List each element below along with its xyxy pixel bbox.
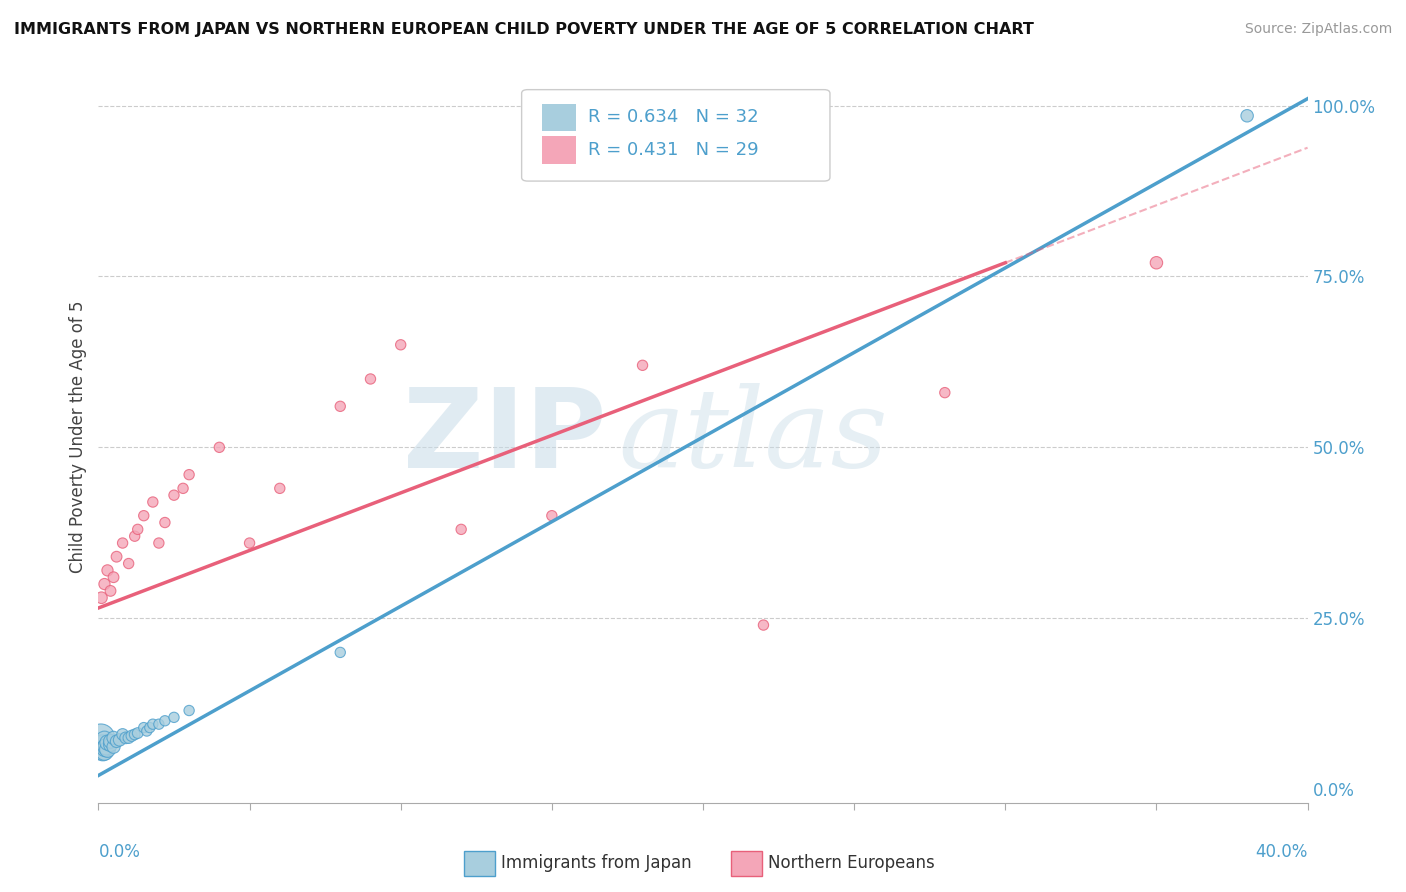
Point (269, 481, 291, 495)
Point (239, 536, 262, 550)
Point (142, 717, 165, 731)
Point (139, 721, 162, 735)
Point (121, 729, 143, 743)
Point (132, 508, 155, 523)
Point (132, 721, 155, 735)
Point (142, 495, 165, 509)
Text: 40.0%: 40.0% (1256, 843, 1308, 861)
Point (135, 724, 157, 739)
Text: R = 0.634   N = 32: R = 0.634 N = 32 (588, 109, 759, 127)
Point (105, 549, 128, 564)
Point (124, 529, 146, 543)
Point (450, 522, 472, 536)
Point (153, 516, 176, 530)
Point (91, 738, 114, 752)
Point (93, 577, 115, 591)
Point (163, 488, 186, 502)
Point (148, 536, 170, 550)
Text: IMMIGRANTS FROM JAPAN VS NORTHERN EUROPEAN CHILD POVERTY UNDER THE AGE OF 5 CORR: IMMIGRANTS FROM JAPAN VS NORTHERN EUROPE… (14, 22, 1033, 37)
Text: Immigrants from Japan: Immigrants from Japan (501, 855, 692, 872)
Point (93, 732, 115, 747)
Point (114, 731, 136, 745)
Point (103, 731, 125, 745)
Point (118, 731, 141, 745)
Point (127, 726, 149, 740)
FancyBboxPatch shape (543, 136, 576, 164)
Point (118, 557, 141, 571)
Text: Northern Europeans: Northern Europeans (768, 855, 935, 872)
Point (179, 704, 201, 718)
Point (96, 736, 118, 750)
Point (179, 467, 201, 482)
Point (208, 440, 231, 454)
Point (153, 714, 176, 728)
Point (631, 359, 654, 373)
Point (93, 745, 115, 759)
Point (752, 618, 775, 632)
Point (91, 745, 114, 759)
Point (127, 522, 149, 536)
Text: atlas: atlas (619, 384, 889, 491)
Point (360, 372, 382, 386)
Point (96, 563, 118, 577)
Point (540, 508, 562, 523)
Point (94, 739, 117, 754)
Point (148, 717, 170, 731)
Text: Source: ZipAtlas.com: Source: ZipAtlas.com (1244, 22, 1392, 37)
Point (111, 727, 134, 741)
Point (329, 645, 352, 659)
Point (103, 570, 125, 584)
Text: 0.0%: 0.0% (98, 843, 141, 861)
Point (108, 732, 131, 747)
Point (103, 739, 125, 754)
FancyBboxPatch shape (543, 103, 576, 131)
Y-axis label: Child Poverty Under the Age of 5: Child Poverty Under the Age of 5 (69, 301, 87, 574)
Point (96, 742, 118, 756)
Point (105, 734, 128, 748)
Point (90, 731, 112, 745)
Point (100, 583, 122, 598)
Point (100, 738, 122, 752)
Point (90, 591, 112, 605)
Point (172, 481, 194, 495)
Point (934, 385, 956, 400)
Point (389, 338, 412, 352)
Text: ZIP: ZIP (404, 384, 606, 491)
Point (90, 741, 112, 756)
Point (94, 741, 117, 756)
Point (1236, 109, 1258, 123)
Point (124, 727, 146, 741)
Point (163, 710, 186, 724)
Point (100, 734, 122, 748)
Point (111, 536, 134, 550)
Point (1144, 256, 1167, 270)
Point (329, 400, 352, 414)
Text: R = 0.431   N = 29: R = 0.431 N = 29 (588, 141, 759, 160)
FancyBboxPatch shape (522, 90, 830, 181)
